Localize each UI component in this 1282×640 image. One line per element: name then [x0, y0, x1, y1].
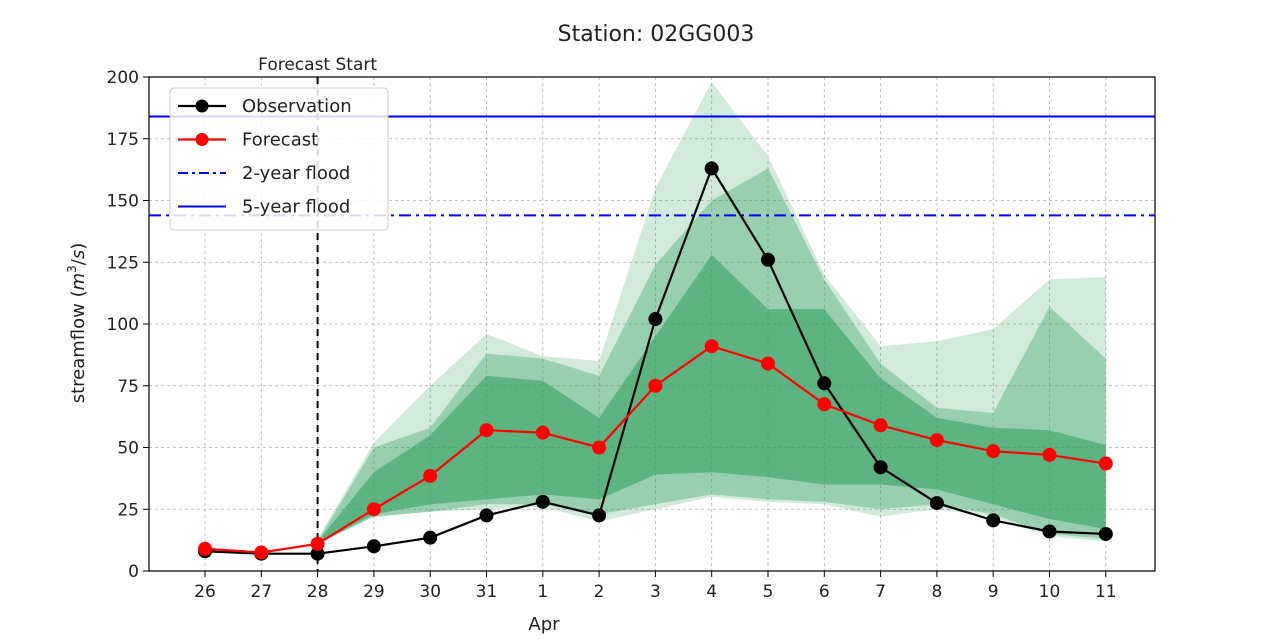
forecast-point	[873, 418, 888, 433]
x-tick-label: 26	[194, 582, 216, 602]
forecast-point	[1042, 447, 1057, 462]
legend-observation-swatch-marker	[195, 99, 209, 113]
observation-point	[648, 312, 663, 327]
forecast-point	[761, 356, 775, 371]
chart-title: Station: 02GG003	[558, 22, 755, 47]
forecast-point	[254, 545, 269, 560]
x-tick-label: 8	[931, 582, 942, 602]
x-tick-label: 2	[594, 582, 605, 602]
y-tick-label: 200	[107, 68, 139, 88]
legend-forecast-label: Forecast	[242, 130, 318, 151]
forecast-point	[479, 423, 494, 438]
x-tick-label: 31	[476, 582, 498, 602]
y-axis-label-exponent: 3	[65, 265, 79, 273]
observation-point	[423, 530, 438, 545]
x-tick-label: 29	[363, 582, 385, 602]
y-axis-label-unit: m	[68, 273, 89, 291]
y-axis-label-unit-s: s	[68, 250, 89, 259]
plot-frame	[148, 76, 1156, 572]
observation-point	[592, 508, 607, 523]
forecast-point	[423, 468, 438, 483]
y-axis-label-part1: streamflow (	[68, 290, 89, 403]
x-tick-label: 28	[307, 582, 329, 602]
band-inner	[317, 254, 1106, 544]
forecast-point	[592, 440, 607, 455]
forecast-point	[1098, 456, 1113, 471]
y-tick-label: 0	[128, 562, 139, 582]
observation-point	[1042, 524, 1057, 539]
legend-5-year-flood-label: 5-year flood	[242, 197, 350, 218]
observation-point	[929, 496, 944, 511]
y-tick-label: 150	[107, 192, 139, 212]
y-tick-label: 50	[117, 439, 139, 459]
x-axis-label: Apr	[528, 614, 560, 635]
observation-point	[761, 252, 775, 267]
forecast-point	[535, 425, 550, 440]
observation-point	[479, 508, 494, 523]
observation-point	[986, 513, 1001, 528]
forecast-point	[310, 536, 325, 551]
axes-layer: 0 25 50 75 100 125 150 175 200 26 27 28 29 30 31 1 2 3 4 5 6…	[107, 68, 1156, 602]
observation-point	[1098, 526, 1113, 541]
observation-point	[873, 460, 888, 475]
x-tick-label: 1	[537, 582, 548, 602]
y-axis-label-slash: /	[68, 258, 89, 265]
observation-point	[817, 376, 832, 391]
x-tick-label: 6	[819, 582, 830, 602]
forecast-point	[929, 433, 944, 448]
series-layer	[198, 161, 1113, 561]
y-tick-label: 25	[117, 500, 139, 520]
legend-observation-label: Observation	[242, 96, 352, 117]
forecast-start-label: Forecast Start	[258, 55, 377, 75]
x-tick-label: 7	[875, 582, 886, 602]
y-tick-label: 100	[107, 315, 139, 335]
y-tick-label: 175	[107, 130, 139, 150]
band-layer	[317, 81, 1106, 544]
y-axis-label: streamflow (m3/s)	[65, 243, 89, 404]
observation-point	[366, 539, 381, 554]
x-tick-label: 30	[419, 582, 441, 602]
x-tick-label: 27	[250, 582, 272, 602]
forecast-point	[648, 378, 663, 393]
y-tick-label: 75	[117, 377, 139, 397]
observation-point	[535, 494, 550, 509]
x-tick-label: 10	[1039, 582, 1061, 602]
y-tick-label: 125	[107, 253, 139, 273]
x-tick-label: 5	[763, 582, 774, 602]
x-tick-label: 9	[988, 582, 999, 602]
forecast-point	[704, 339, 719, 354]
forecast-point	[198, 541, 212, 556]
legend: Observation Forecast 2-year flood 5-year fl…	[169, 87, 389, 231]
x-tick-label: 11	[1095, 582, 1117, 602]
y-axis-label-close: )	[68, 243, 89, 250]
legend-forecast-swatch-marker	[195, 133, 209, 146]
forecast-point	[817, 397, 832, 412]
observation-point	[704, 161, 719, 176]
x-tick-label: 4	[706, 582, 717, 602]
x-tick-label: 3	[650, 582, 661, 602]
legend-box	[169, 87, 389, 231]
forecast-point	[366, 502, 381, 517]
legend-2-year-flood-label: 2-year flood	[242, 163, 350, 184]
forecast-point	[986, 444, 1001, 459]
